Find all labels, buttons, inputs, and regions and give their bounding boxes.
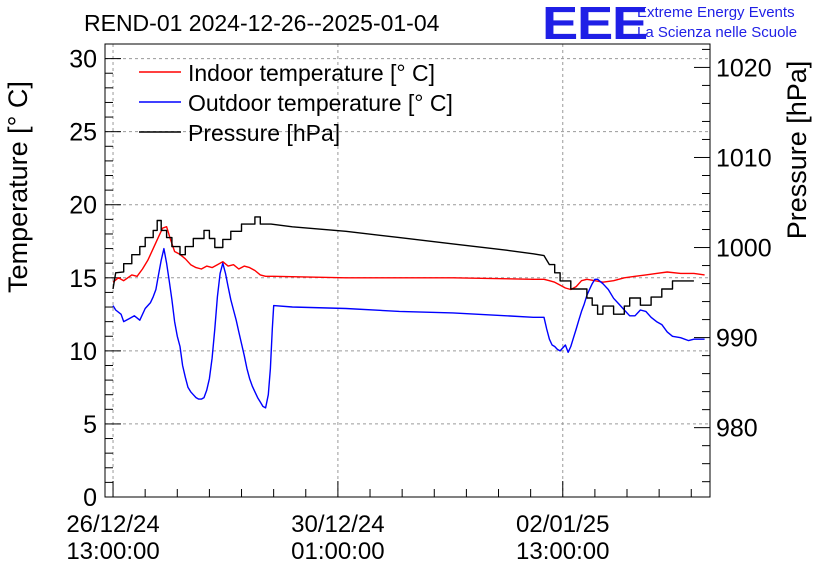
- y-left-tick-label: 0: [83, 484, 97, 512]
- legend-label-1: Indoor temperature [° C]: [188, 60, 435, 86]
- series-line-3: [112, 216, 694, 315]
- y-right-tick-label: 1010: [716, 144, 772, 172]
- y-left-tick-label: 10: [69, 338, 97, 366]
- legend-label-3: Pressure [hPa]: [188, 120, 340, 146]
- y-right-tick-label: 1000: [716, 235, 772, 263]
- y-left-tick-label: 15: [69, 265, 97, 293]
- x-tick-label-time: 13:00:00: [66, 538, 159, 565]
- axes: 05101520253098099010001010102026/12/2413…: [66, 43, 772, 565]
- eee-logo-line1: Extreme Energy Events: [637, 4, 795, 21]
- legend: Indoor temperature [° C] Outdoor temperat…: [139, 60, 453, 146]
- y-left-tick-label: 25: [69, 119, 97, 147]
- eee-logo: EEE Extreme Energy Events La Scienza nel…: [542, 0, 836, 49]
- legend-label-2: Outdoor temperature [° C]: [188, 90, 453, 116]
- y-axis-left-label: Temperature [° C]: [3, 81, 33, 293]
- series-line-2: [112, 247, 705, 409]
- y-left-tick-label: 5: [83, 411, 97, 439]
- x-tick-label-date: 30/12/24: [291, 511, 384, 538]
- y-left-tick-label: 30: [69, 46, 97, 74]
- x-tick-label-date: 26/12/24: [66, 511, 159, 538]
- eee-logo-mark: EEE: [542, 0, 648, 49]
- x-tick-label-date: 02/01/25: [516, 511, 609, 538]
- data-series: [112, 216, 705, 409]
- y-right-tick-label: 980: [716, 415, 758, 443]
- y-left-tick-label: 20: [69, 192, 97, 220]
- eee-logo-line2: La Scienza nelle Scuole: [637, 24, 798, 41]
- plot-frame: [104, 43, 711, 498]
- grid-lines: [105, 44, 710, 497]
- series-line-1: [112, 226, 705, 291]
- x-tick-label-time: 01:00:00: [291, 538, 384, 565]
- y-axis-right-label: Pressure [hPa]: [782, 61, 812, 240]
- chart-title: REND-01 2024-12-26--2025-01-04: [84, 10, 440, 36]
- y-right-tick-label: 990: [716, 325, 758, 353]
- y-right-tick-label: 1020: [716, 54, 772, 82]
- x-tick-label-time: 13:00:00: [516, 538, 609, 565]
